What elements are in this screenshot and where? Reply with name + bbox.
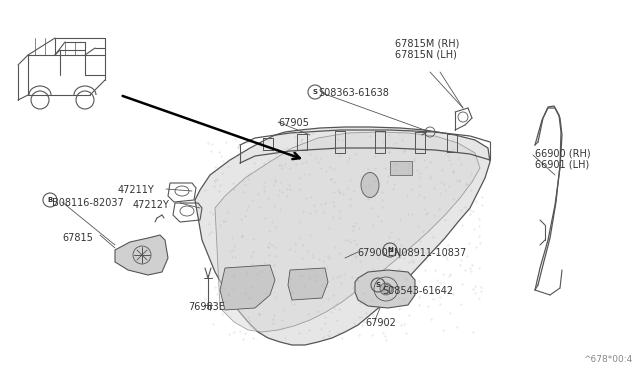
Text: 67902: 67902 [365,318,396,328]
Polygon shape [288,268,328,300]
Text: 76983E: 76983E [188,302,225,312]
Text: S08543-61642: S08543-61642 [382,286,453,296]
Text: 47211Y: 47211Y [118,185,155,195]
Ellipse shape [361,173,379,198]
Text: S: S [376,282,381,288]
Polygon shape [115,235,168,275]
Text: N: N [387,247,393,253]
Polygon shape [220,265,275,310]
Text: 67815: 67815 [62,233,93,243]
Polygon shape [195,127,490,345]
Circle shape [380,283,392,295]
Text: 67900E: 67900E [357,248,394,258]
Text: 47212Y: 47212Y [133,200,170,210]
Text: S08363-61638: S08363-61638 [318,88,389,98]
Text: B: B [47,197,52,203]
Text: 67905: 67905 [278,118,309,128]
Text: 66900 (RH)
66901 (LH): 66900 (RH) 66901 (LH) [535,148,591,170]
Text: ^678*00:4: ^678*00:4 [583,355,632,364]
Text: S: S [312,89,317,95]
Polygon shape [355,270,415,308]
Text: B08116-82037: B08116-82037 [52,198,124,208]
FancyBboxPatch shape [390,161,412,175]
Polygon shape [215,132,480,332]
Text: N08911-10837: N08911-10837 [394,248,467,258]
Text: 67815M (RH)
67815N (LH): 67815M (RH) 67815N (LH) [395,38,460,60]
